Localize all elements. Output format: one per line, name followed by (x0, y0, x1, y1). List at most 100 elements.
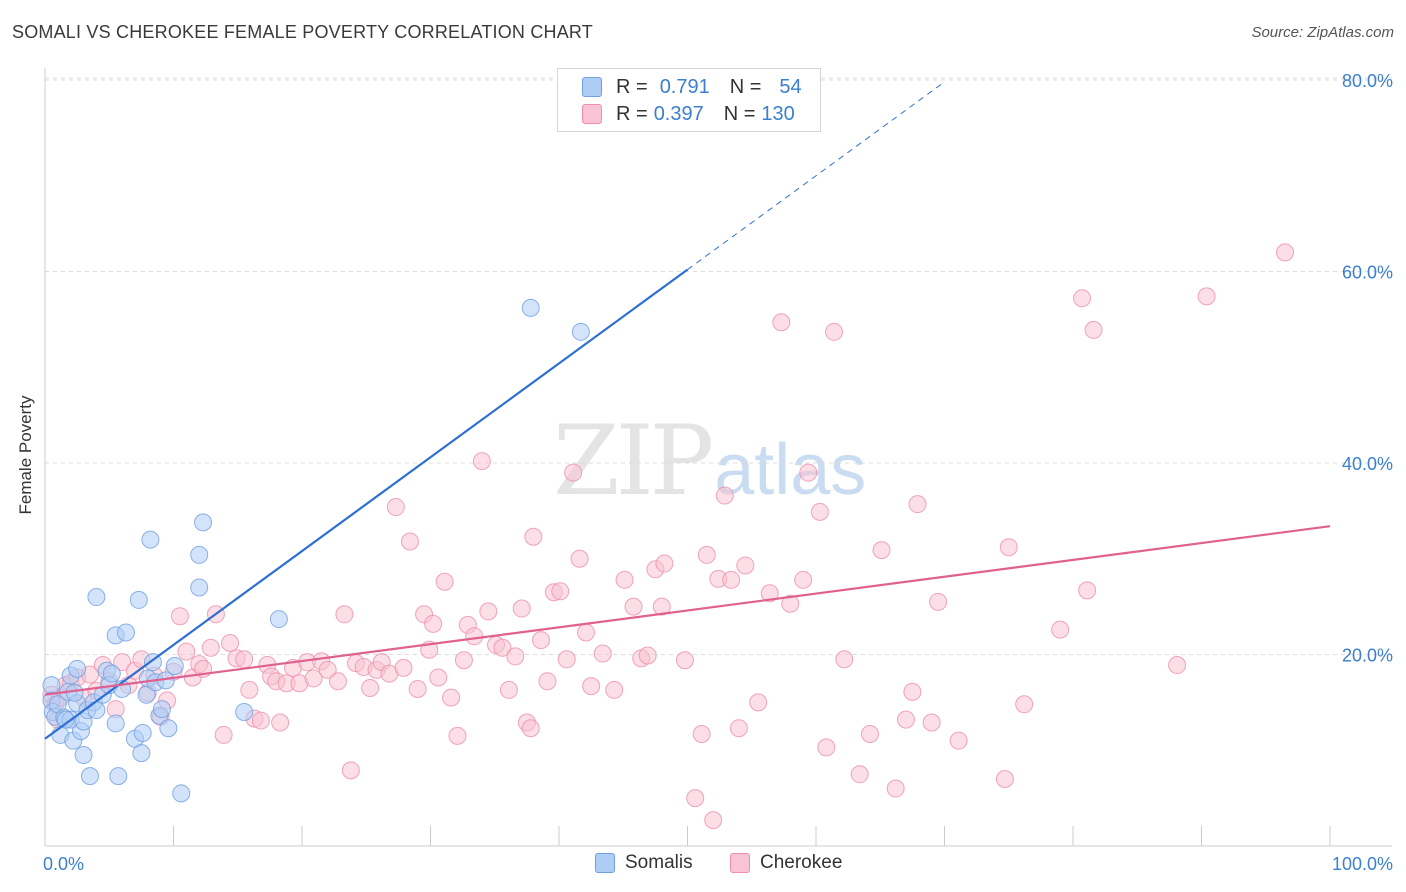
somali-point (116, 623, 135, 642)
cherokee-point (341, 761, 360, 780)
cherokee-point (810, 502, 829, 521)
axis-layer (44, 68, 1392, 847)
cherokee-point (652, 597, 671, 616)
cherokee-point (760, 584, 779, 603)
cherokee-point (251, 711, 270, 730)
cherokee-point (1015, 695, 1034, 714)
cherokee-point (896, 710, 915, 729)
stats-legend: R = 0.791 N = 54 R = 0.397 N = 130 (557, 68, 821, 132)
cherokee-point (817, 738, 836, 757)
cherokee-point (448, 726, 467, 745)
y-tick-label: 60.0% (1342, 263, 1393, 283)
cherokee-point (1276, 243, 1295, 262)
cherokee-point (472, 452, 491, 471)
cherokee-point (576, 623, 595, 642)
cherokee-point (318, 660, 337, 679)
somalis-trend-line (44, 268, 689, 740)
cherokee-r-value: 0.397 (653, 102, 704, 125)
cherokee-point (408, 679, 427, 698)
somalis-trend-extension (687, 81, 945, 270)
cherokee-point (1078, 581, 1097, 600)
somali-point (152, 700, 171, 719)
cherokee-point (201, 638, 220, 657)
cherokee-point (736, 556, 755, 575)
cherokee-point (557, 650, 576, 669)
somali-point (87, 588, 106, 607)
legend-somalis: Somalis (595, 852, 693, 874)
cherokee-point (799, 463, 818, 482)
somali-point (133, 724, 152, 743)
cherokee-point (886, 779, 905, 798)
cherokee-point (454, 651, 473, 670)
somali-point (165, 656, 184, 675)
cherokee-point (570, 549, 589, 568)
somali-point (141, 530, 160, 549)
cherokee-point (824, 322, 843, 341)
cherokee-point (214, 725, 233, 744)
cherokee-swatch-icon (582, 104, 602, 124)
cherokee-point (512, 599, 531, 618)
cherokee-point (170, 607, 189, 626)
cherokee-point (424, 614, 443, 633)
somalis-legend-label: Somalis (625, 852, 693, 873)
somali-point (102, 664, 121, 683)
cherokee-point (429, 668, 448, 687)
zipatlas-watermark: ZIPatlas (553, 405, 866, 517)
cherokee-point (177, 642, 196, 661)
cherokee-point (328, 672, 347, 691)
cherokee-point (479, 602, 498, 621)
cherokee-point (271, 713, 290, 732)
somalis-legend-swatch-icon (595, 853, 615, 873)
x-tick-label-min: 0.0% (43, 854, 84, 874)
somali-point (132, 744, 151, 763)
cherokee-points (42, 243, 1295, 830)
cherokee-point (521, 719, 540, 738)
y-tick-label: 80.0% (1342, 71, 1393, 91)
somali-point (571, 322, 590, 341)
tick-label-layer: 20.0% 40.0% 60.0% 80.0% 0.0% 100.0% (43, 71, 1393, 874)
somalis-r-value: 0.791 (659, 75, 710, 98)
cherokee-point (686, 789, 705, 808)
cherokee-point (240, 680, 259, 699)
cherokee-point (999, 538, 1018, 557)
cherokee-point (113, 653, 132, 672)
y-tick-label: 40.0% (1342, 454, 1393, 474)
somali-point (190, 578, 209, 597)
cherokee-point (564, 463, 583, 482)
somali-point (269, 610, 288, 629)
legend-cherokee: Cherokee (730, 852, 842, 874)
cherokee-r-label: R = (616, 102, 648, 125)
cherokee-point (704, 811, 723, 830)
legend-row-cherokee: R = 0.397 N = 130 (582, 102, 795, 126)
cherokee-point (860, 724, 879, 743)
cherokee-point (442, 688, 461, 707)
somali-point (521, 298, 540, 317)
somali-point (74, 746, 93, 765)
somali-point (80, 767, 99, 786)
watermark-atlas: atlas (714, 430, 867, 510)
cherokee-point (835, 650, 854, 669)
cherokee-point (638, 646, 657, 665)
cherokee-point (715, 486, 734, 505)
cherokee-point (582, 677, 601, 696)
cherokee-point (551, 582, 570, 601)
trend-layer (44, 81, 1331, 740)
cherokee-point (361, 679, 380, 698)
cherokee-point (781, 594, 800, 613)
cherokee-point (729, 719, 748, 738)
chart-title: SOMALI VS CHEROKEE FEMALE POVERTY CORREL… (12, 22, 593, 42)
somalis-swatch-icon (582, 77, 602, 97)
cherokee-point (1168, 656, 1187, 675)
cherokee-trend-line (44, 525, 1331, 696)
cherokee-point (949, 731, 968, 750)
somali-point (194, 513, 213, 532)
cherokee-point (394, 658, 413, 677)
somali-point (109, 767, 128, 786)
cherokee-point (722, 570, 741, 589)
cherokee-point (605, 680, 624, 699)
cherokee-n-label: N = (723, 102, 756, 125)
cherokee-point (903, 682, 922, 701)
somali-point (68, 659, 87, 678)
cherokee-point (1084, 320, 1103, 339)
